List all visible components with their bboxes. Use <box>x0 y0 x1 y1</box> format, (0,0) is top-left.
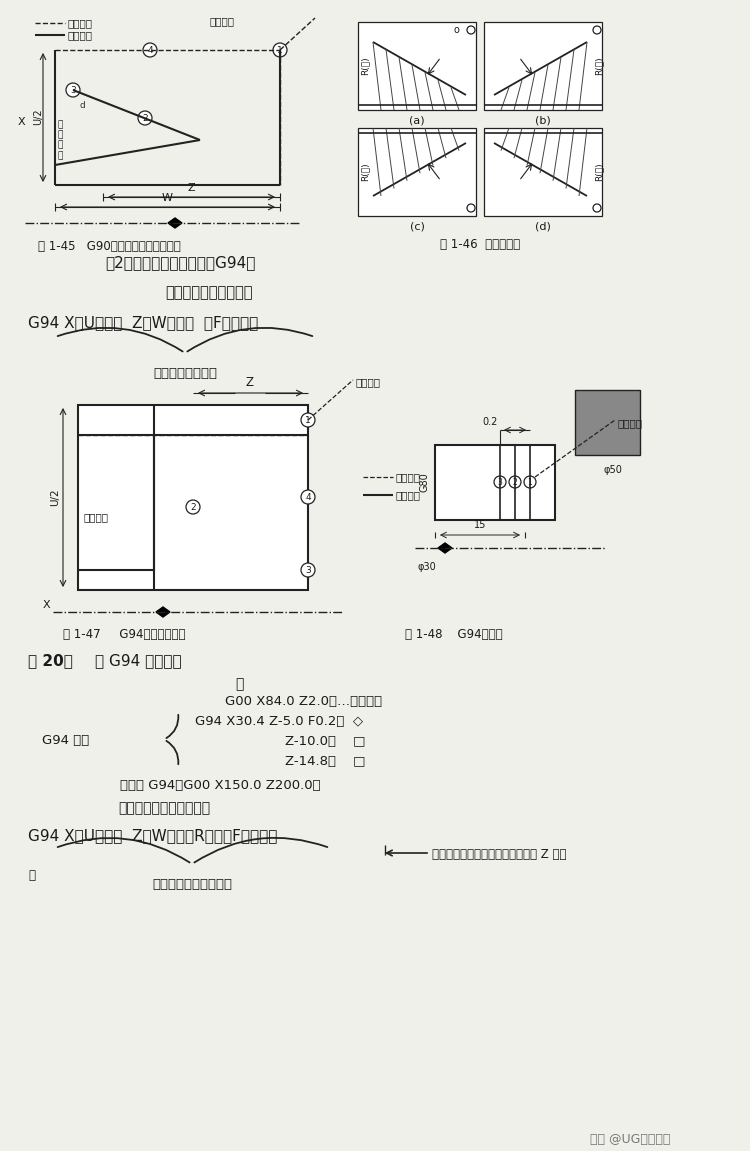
Bar <box>358 22 476 110</box>
Text: 快速进给: 快速进给 <box>396 472 421 482</box>
Circle shape <box>301 413 315 427</box>
Text: 切削进给: 切削进给 <box>396 490 421 500</box>
Text: 头条 @UG编程少白: 头条 @UG编程少白 <box>590 1133 670 1146</box>
Text: o: o <box>453 25 459 35</box>
Text: 循环起点: 循环起点 <box>355 378 380 387</box>
Text: 4: 4 <box>147 46 153 55</box>
Text: G94 X（U）＿＿  Z（W）＿＿R＿＿（F＿＿）；: G94 X（U）＿＿ Z（W）＿＿R＿＿（F＿＿）； <box>28 828 278 843</box>
Text: 4: 4 <box>305 493 310 502</box>
Circle shape <box>138 110 152 125</box>
Text: 3: 3 <box>70 86 76 96</box>
Bar <box>358 128 476 216</box>
Circle shape <box>143 43 157 58</box>
Text: G94 X30.4 Z-5.0 F0.2；  ◇: G94 X30.4 Z-5.0 F0.2； ◇ <box>195 715 363 727</box>
Text: 图 1-47     G94指令循环动作: 图 1-47 G94指令循环动作 <box>63 628 185 641</box>
Text: 切
削
终
点: 切 削 终 点 <box>58 120 63 160</box>
Text: 切削终点: 切削终点 <box>83 512 108 523</box>
Text: R(正): R(正) <box>360 162 369 182</box>
Text: 0.2: 0.2 <box>482 417 498 427</box>
Circle shape <box>66 83 80 97</box>
Text: Z: Z <box>246 376 254 389</box>
Text: 切削进给: 切削进给 <box>68 30 93 40</box>
Text: 用 G94 指令编程: 用 G94 指令编程 <box>95 653 182 668</box>
Text: φ50: φ50 <box>603 465 622 475</box>
Text: 3: 3 <box>305 566 310 576</box>
Bar <box>78 405 308 590</box>
Text: 2: 2 <box>513 478 517 487</box>
Text: 1: 1 <box>278 46 283 55</box>
Text: 端面切削终点坐标: 端面切削终点坐标 <box>153 367 217 380</box>
Text: 循环起点: 循环起点 <box>210 16 235 26</box>
Circle shape <box>467 26 475 35</box>
Text: G94 模式: G94 模式 <box>42 734 89 747</box>
Text: 例 20：: 例 20： <box>28 653 73 668</box>
Text: (b): (b) <box>536 115 550 125</box>
Text: φ30: φ30 <box>418 562 436 572</box>
Text: 图 1-48    G94程序例: 图 1-48 G94程序例 <box>405 628 502 641</box>
Text: 1: 1 <box>305 416 310 425</box>
Text: d: d <box>80 100 86 109</box>
Circle shape <box>593 26 601 35</box>
Text: 2: 2 <box>142 114 148 123</box>
Text: G94 X（U）＿＿  Z（W）＿＿  （F＿＿）；: G94 X（U）＿＿ Z（W）＿＿ （F＿＿）； <box>28 315 258 330</box>
Text: R(正): R(正) <box>594 56 603 75</box>
Text: 移: 移 <box>28 869 35 882</box>
Text: Z: Z <box>188 183 195 193</box>
Circle shape <box>186 500 200 514</box>
Text: ：: ： <box>235 677 243 691</box>
Circle shape <box>494 477 506 488</box>
Text: 切削直端面输入格式：: 切削直端面输入格式： <box>165 285 253 300</box>
Polygon shape <box>438 543 452 552</box>
Bar <box>484 22 602 110</box>
Text: (c): (c) <box>410 221 424 231</box>
Text: 1: 1 <box>528 478 532 487</box>
Polygon shape <box>156 607 170 617</box>
Circle shape <box>301 563 315 577</box>
Text: （取消 G94）G00 X150.0 Z200.0；: （取消 G94）G00 X150.0 Z200.0； <box>120 779 321 792</box>
Text: 刀具切削锥面的切出点至切入点在 Z 向位: 刀具切削锥面的切出点至切入点在 Z 向位 <box>432 848 566 861</box>
Circle shape <box>509 477 521 488</box>
Text: U/2: U/2 <box>33 108 43 125</box>
Text: （2）端面切削循环指令（G94）: （2）端面切削循环指令（G94） <box>105 256 255 270</box>
Text: 切削锥度端面输入格式：: 切削锥度端面输入格式： <box>118 801 210 815</box>
Bar <box>575 390 640 455</box>
Text: (a): (a) <box>410 115 424 125</box>
Text: X: X <box>43 600 51 610</box>
Text: 锥度端面切削终点坐标: 锥度端面切削终点坐标 <box>152 878 232 891</box>
Bar <box>484 128 602 216</box>
Text: 图 1-45   G90指令切削锥面循环动作: 图 1-45 G90指令切削锥面循环动作 <box>38 241 181 253</box>
Text: 图 1-46  锥面的方向: 图 1-46 锥面的方向 <box>440 238 520 251</box>
Text: U/2: U/2 <box>50 488 60 505</box>
Text: 循环起点: 循环起点 <box>617 418 642 428</box>
Text: W: W <box>161 193 172 203</box>
Text: X: X <box>18 117 26 127</box>
Polygon shape <box>168 218 182 228</box>
Text: 快速进给: 快速进给 <box>68 18 93 28</box>
Text: 15: 15 <box>474 520 486 529</box>
Circle shape <box>524 477 536 488</box>
Text: R(负): R(负) <box>594 162 603 182</box>
Circle shape <box>273 43 287 58</box>
Text: 3: 3 <box>497 478 502 487</box>
Text: G80: G80 <box>420 472 430 491</box>
Text: 2: 2 <box>190 503 196 512</box>
Circle shape <box>467 204 475 212</box>
Circle shape <box>301 490 315 504</box>
Text: (d): (d) <box>535 221 551 231</box>
Text: R(正): R(正) <box>360 56 369 75</box>
Text: Z-14.8；    □: Z-14.8； □ <box>285 755 365 768</box>
Bar <box>435 445 555 520</box>
Text: Z-10.0；    □: Z-10.0； □ <box>285 735 365 748</box>
Text: G00 X84.0 Z2.0；…循环起点: G00 X84.0 Z2.0；…循环起点 <box>225 695 382 708</box>
Circle shape <box>593 204 601 212</box>
